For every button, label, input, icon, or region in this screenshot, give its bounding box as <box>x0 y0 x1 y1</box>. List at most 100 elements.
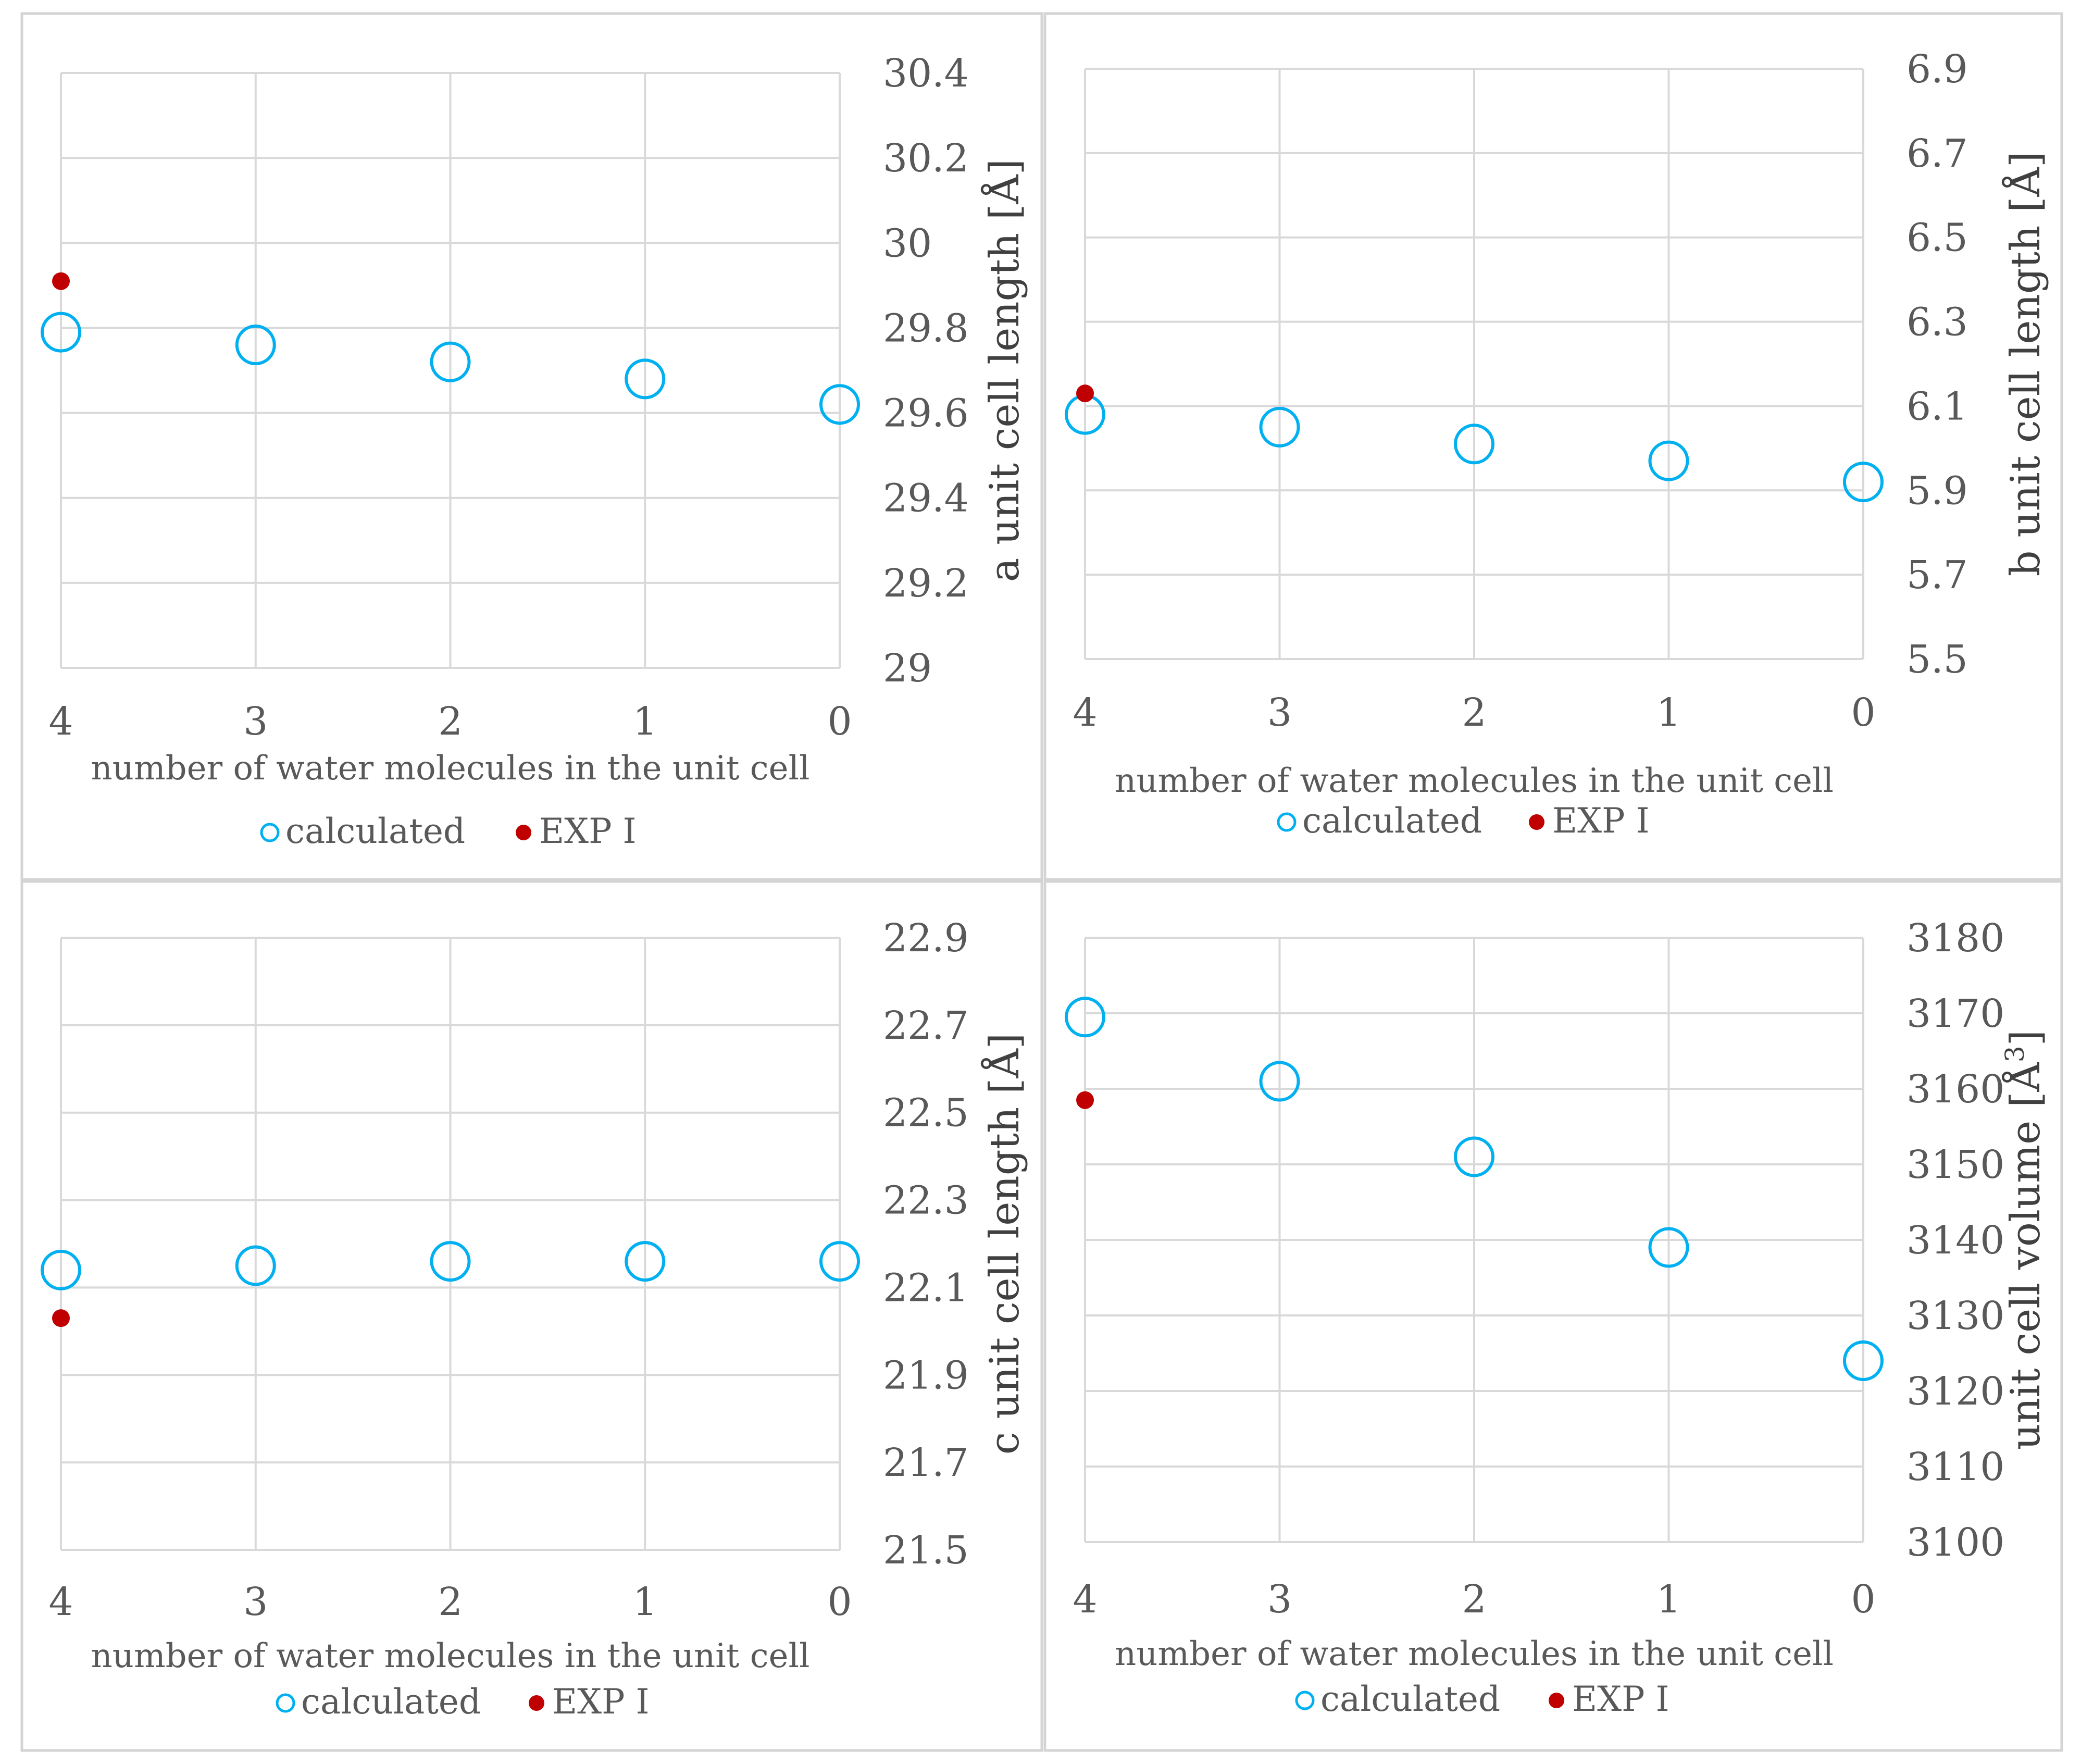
x-axis-label: number of water molecules in the unit ce… <box>1115 1635 1834 1673</box>
y-tick-label: 30 <box>883 221 932 266</box>
legend-label-calculated: calculated <box>1302 801 1482 841</box>
y-tick-label: 5.5 <box>1906 637 1968 682</box>
data-point-calculated <box>41 312 81 353</box>
legend-marker-calculated <box>276 1693 295 1713</box>
x-tick-label: 2 <box>438 1580 463 1624</box>
y-tick-label: 29.2 <box>883 561 969 606</box>
legend: calculated EXP I <box>1277 801 1650 841</box>
y-tick-label: 29.6 <box>883 391 969 436</box>
y-tick-label: 5.9 <box>1906 468 1968 513</box>
data-point-calculated <box>41 1249 81 1290</box>
legend-marker-exp <box>516 825 531 840</box>
y-tick-label: 6.5 <box>1906 216 1968 260</box>
data-point-calculated <box>1454 1136 1494 1177</box>
y-tick-label: 3140 <box>1906 1218 2004 1263</box>
y-tick-label: 22.9 <box>883 916 969 961</box>
y-tick-label: 22.7 <box>883 1003 969 1048</box>
data-point-calculated <box>430 1241 471 1282</box>
panel-frame <box>1043 880 2063 1752</box>
y-tick-label: 3170 <box>1906 991 2004 1036</box>
x-tick-label: 4 <box>48 1580 73 1624</box>
y-tick-label: 6.3 <box>1906 300 1968 345</box>
legend-marker-calculated <box>1277 812 1297 832</box>
y-tick-label: 3150 <box>1906 1142 2004 1187</box>
y-tick-label: 22.1 <box>883 1265 969 1310</box>
y-tick-label: 3120 <box>1906 1369 2004 1414</box>
data-point-calculated <box>1843 1340 1884 1381</box>
legend-marker-calculated <box>260 823 280 842</box>
chart-panel-2: 6.9 6.7 6.5 6.3 6.1 5.9 5.7 5.5 4 3 2 1 0 number of w… <box>1043 12 2063 881</box>
x-tick-label: 4 <box>1073 1577 1097 1622</box>
y-tick-label: 3130 <box>1906 1294 2004 1338</box>
legend-marker-exp <box>1529 814 1544 830</box>
x-tick-label: 3 <box>1267 690 1292 735</box>
chart-panel-4: 3180 3170 3160 3150 3140 3130 3120 3110 3100 4 3 2 1… <box>1043 880 2063 1752</box>
y-tick-label: 6.9 <box>1906 47 1968 92</box>
x-tick-label: 2 <box>1462 1577 1486 1622</box>
data-point-exp <box>52 1309 70 1327</box>
data-point-calculated <box>235 1245 276 1286</box>
x-tick-label: 2 <box>438 699 463 744</box>
x-axis-label: number of water molecules in the unit ce… <box>1115 762 1834 800</box>
x-tick-label: 0 <box>1851 690 1875 735</box>
data-point-calculated <box>819 384 860 425</box>
legend-label-calculated: calculated <box>285 811 465 851</box>
x-tick-label: 4 <box>48 699 73 744</box>
data-point-calculated <box>235 325 276 366</box>
y-tick-label: 22.5 <box>883 1091 969 1136</box>
x-tick-label: 1 <box>1656 1577 1681 1622</box>
legend: calculated EXP I <box>276 1682 650 1722</box>
legend-marker-calculated <box>1295 1691 1315 1710</box>
data-point-calculated <box>1259 1061 1300 1102</box>
legend-label-exp: EXP I <box>1572 1679 1669 1719</box>
y-axis-label: a unit cell length [Å] <box>980 159 1028 582</box>
x-tick-label: 0 <box>827 699 852 744</box>
legend-label-calculated: calculated <box>301 1682 481 1722</box>
legend-marker-exp <box>1549 1693 1564 1708</box>
y-tick-label: 3160 <box>1906 1067 2004 1112</box>
x-tick-label: 1 <box>633 699 657 744</box>
x-tick-label: 4 <box>1073 690 1097 735</box>
y-axis-label: b unit cell length [Å] <box>2001 152 2049 577</box>
panel-frame <box>1043 12 2063 881</box>
data-point-calculated <box>1065 997 1105 1038</box>
y-tick-label: 6.1 <box>1906 384 1968 429</box>
y-tick-label: 21.5 <box>883 1528 969 1573</box>
data-point-calculated <box>1648 440 1689 481</box>
y-axis-label: unit cell volume [Å3] <box>2000 1030 2049 1450</box>
y-tick-label: 21.9 <box>883 1353 969 1398</box>
data-point-exp <box>52 272 70 290</box>
y-tick-label: 3110 <box>1906 1445 2004 1489</box>
legend-label-exp: EXP I <box>552 1682 650 1722</box>
y-tick-label: 3180 <box>1906 916 2004 961</box>
legend-label-calculated: calculated <box>1320 1679 1500 1719</box>
legend-marker-exp <box>529 1695 544 1711</box>
legend-label-exp: EXP I <box>539 811 637 851</box>
panel-frame <box>20 12 1043 881</box>
x-axis-label: number of water molecules in the unit ce… <box>91 749 810 788</box>
x-tick-label: 3 <box>243 699 268 744</box>
data-point-exp <box>1076 384 1094 403</box>
chart-panel-1: 30.4 30.2 30 29.8 29.6 29.4 29.2 29 4 3 2 1 0 number … <box>20 12 1043 881</box>
x-axis-label: number of water molecules in the unit ce… <box>91 1637 810 1675</box>
data-point-calculated <box>1843 462 1884 503</box>
y-tick-label: 3100 <box>1906 1520 2004 1565</box>
y-axis-label: c unit cell length [Å] <box>980 1033 1028 1455</box>
x-tick-label: 3 <box>243 1580 268 1624</box>
legend: calculated EXP I <box>1295 1679 1669 1719</box>
y-tick-label: 29.8 <box>883 306 969 351</box>
data-point-calculated <box>1454 424 1494 465</box>
panel-frame <box>20 880 1043 1752</box>
x-tick-label: 1 <box>633 1580 657 1624</box>
data-point-calculated <box>1259 406 1300 448</box>
data-point-calculated <box>1648 1227 1689 1268</box>
data-point-calculated <box>819 1241 860 1282</box>
y-tick-label: 22.3 <box>883 1178 969 1223</box>
legend-label-exp: EXP I <box>1552 801 1650 841</box>
x-tick-label: 3 <box>1267 1577 1292 1622</box>
data-point-calculated <box>625 358 666 400</box>
y-tick-label: 30.4 <box>883 51 969 96</box>
data-point-calculated <box>625 1241 666 1282</box>
chart-panel-3: 22.9 22.7 22.5 22.3 22.1 21.9 21.7 21.5 4 3 2 1 0 num… <box>20 880 1043 1752</box>
